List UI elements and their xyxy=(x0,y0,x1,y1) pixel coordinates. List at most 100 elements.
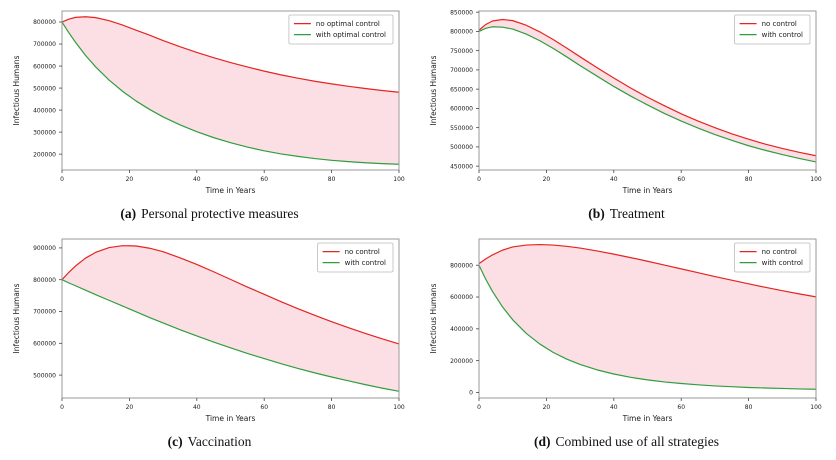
caption-b-label: (b) xyxy=(588,206,605,221)
svg-text:20: 20 xyxy=(126,176,134,183)
svg-text:with control: with control xyxy=(762,31,803,39)
caption-d-text: Combined use of all strategies xyxy=(555,434,719,449)
chart-combined-strategies: 0 20 40 60 80 100 0 200000 400000 600000 800000 Tim… xyxy=(425,232,828,428)
svg-text:100: 100 xyxy=(393,176,405,183)
svg-text:750000: 750000 xyxy=(450,48,473,55)
svg-text:600000: 600000 xyxy=(33,341,56,348)
svg-text:40: 40 xyxy=(193,404,201,411)
svg-text:with control: with control xyxy=(762,259,803,267)
svg-text:0: 0 xyxy=(477,176,481,183)
svg-text:no control: no control xyxy=(762,20,797,28)
fill-between-region xyxy=(62,245,399,392)
svg-text:500000: 500000 xyxy=(33,85,56,92)
svg-text:800000: 800000 xyxy=(33,19,56,26)
chart-canvas-c: 0 20 40 60 80 100 500000 600000 700000 800000 9000… xyxy=(12,238,405,423)
svg-text:with control: with control xyxy=(345,259,386,267)
series-line xyxy=(61,279,400,392)
svg-text:60: 60 xyxy=(260,176,268,183)
svg-text:900000: 900000 xyxy=(33,245,56,252)
caption-b-text: Treatment xyxy=(609,206,665,221)
svg-text:0: 0 xyxy=(469,390,473,397)
caption-b: (b) Treatment xyxy=(425,205,828,223)
caption-a: (a) Personal protective measures xyxy=(8,205,411,223)
series-line xyxy=(478,264,817,390)
svg-text:40: 40 xyxy=(610,404,618,411)
y-axis-label: Infectious Humans xyxy=(429,55,438,125)
svg-text:40: 40 xyxy=(193,176,201,183)
svg-text:200000: 200000 xyxy=(33,151,56,158)
svg-text:400000: 400000 xyxy=(33,107,56,114)
x-axis-label: Time in Years xyxy=(622,414,673,423)
legend: no optimal control with optimal control xyxy=(288,14,394,45)
legend: no control with control xyxy=(734,14,811,45)
y-axis-label: Infectious Humans xyxy=(12,283,21,353)
series-line xyxy=(478,18,817,157)
svg-text:0: 0 xyxy=(477,404,481,411)
svg-text:0: 0 xyxy=(60,404,64,411)
svg-text:500000: 500000 xyxy=(450,144,473,151)
panel-b: 0 20 40 60 80 100 450000 500000 550000 600000 6500… xyxy=(425,4,828,230)
svg-text:60: 60 xyxy=(677,404,685,411)
caption-a-text: Personal protective measures xyxy=(141,206,299,221)
svg-text:with optimal control: with optimal control xyxy=(316,31,386,39)
series-line xyxy=(61,16,400,93)
svg-text:600000: 600000 xyxy=(450,106,473,113)
chart-canvas-b: 0 20 40 60 80 100 450000 500000 550000 600000 6500… xyxy=(429,9,822,195)
series-line xyxy=(61,245,400,345)
svg-text:no control: no control xyxy=(762,248,797,256)
svg-text:80: 80 xyxy=(328,176,336,183)
x-axis-label: Time in Years xyxy=(205,414,256,423)
svg-text:600000: 600000 xyxy=(450,294,473,301)
series-line xyxy=(478,243,817,298)
caption-d: (d) Combined use of all strategies xyxy=(425,433,828,451)
chart-canvas-a: 0 20 40 60 80 100 200000 300000 400000 500000 6000… xyxy=(12,10,405,195)
svg-text:500000: 500000 xyxy=(33,372,56,379)
svg-text:80: 80 xyxy=(745,176,753,183)
svg-text:0: 0 xyxy=(60,176,64,183)
panel-c: 0 20 40 60 80 100 500000 600000 700000 800000 9000… xyxy=(8,232,411,458)
panel-a: 0 20 40 60 80 100 200000 300000 400000 500000 6000… xyxy=(8,4,411,230)
svg-text:20: 20 xyxy=(543,176,551,183)
svg-text:20: 20 xyxy=(126,404,134,411)
svg-text:700000: 700000 xyxy=(33,41,56,48)
svg-text:no control: no control xyxy=(345,248,380,256)
svg-text:700000: 700000 xyxy=(33,309,56,316)
panel-d: 0 20 40 60 80 100 0 200000 400000 600000 800000 Tim… xyxy=(425,232,828,458)
y-axis-label: Infectious Humans xyxy=(12,55,21,125)
svg-text:400000: 400000 xyxy=(450,326,473,333)
caption-c-text: Vaccination xyxy=(187,434,252,449)
svg-text:80: 80 xyxy=(745,404,753,411)
svg-text:300000: 300000 xyxy=(33,129,56,136)
series-line xyxy=(61,21,400,165)
svg-text:850000: 850000 xyxy=(450,9,473,16)
svg-text:100: 100 xyxy=(810,176,822,183)
fill-between-region xyxy=(62,16,399,165)
svg-text:650000: 650000 xyxy=(450,86,473,93)
svg-text:800000: 800000 xyxy=(450,262,473,269)
svg-text:100: 100 xyxy=(393,404,405,411)
svg-text:no optimal control: no optimal control xyxy=(316,20,380,28)
caption-a-label: (a) xyxy=(120,206,137,221)
y-axis-label: Infectious Humans xyxy=(429,283,438,353)
svg-text:200000: 200000 xyxy=(450,358,473,365)
x-axis-label: Time in Years xyxy=(205,186,256,195)
svg-text:60: 60 xyxy=(260,404,268,411)
svg-text:40: 40 xyxy=(610,176,618,183)
legend: no control with control xyxy=(317,242,394,273)
svg-text:600000: 600000 xyxy=(33,63,56,70)
chart-canvas-d: 0 20 40 60 80 100 0 200000 400000 600000 800000 Tim… xyxy=(429,238,822,423)
x-axis-label: Time in Years xyxy=(622,186,673,195)
caption-c-label: (c) xyxy=(167,434,183,449)
caption-d-label: (d) xyxy=(534,434,551,449)
caption-c: (c) Vaccination xyxy=(8,433,411,451)
svg-text:20: 20 xyxy=(543,404,551,411)
svg-text:800000: 800000 xyxy=(450,29,473,36)
svg-text:550000: 550000 xyxy=(450,125,473,132)
legend: no control with control xyxy=(734,242,811,273)
svg-text:800000: 800000 xyxy=(33,277,56,284)
series-line xyxy=(478,26,817,163)
chart-treatment: 0 20 40 60 80 100 450000 500000 550000 600000 6500… xyxy=(425,4,828,200)
chart-vaccination: 0 20 40 60 80 100 500000 600000 700000 800000 9000… xyxy=(8,232,411,428)
svg-text:80: 80 xyxy=(328,404,336,411)
